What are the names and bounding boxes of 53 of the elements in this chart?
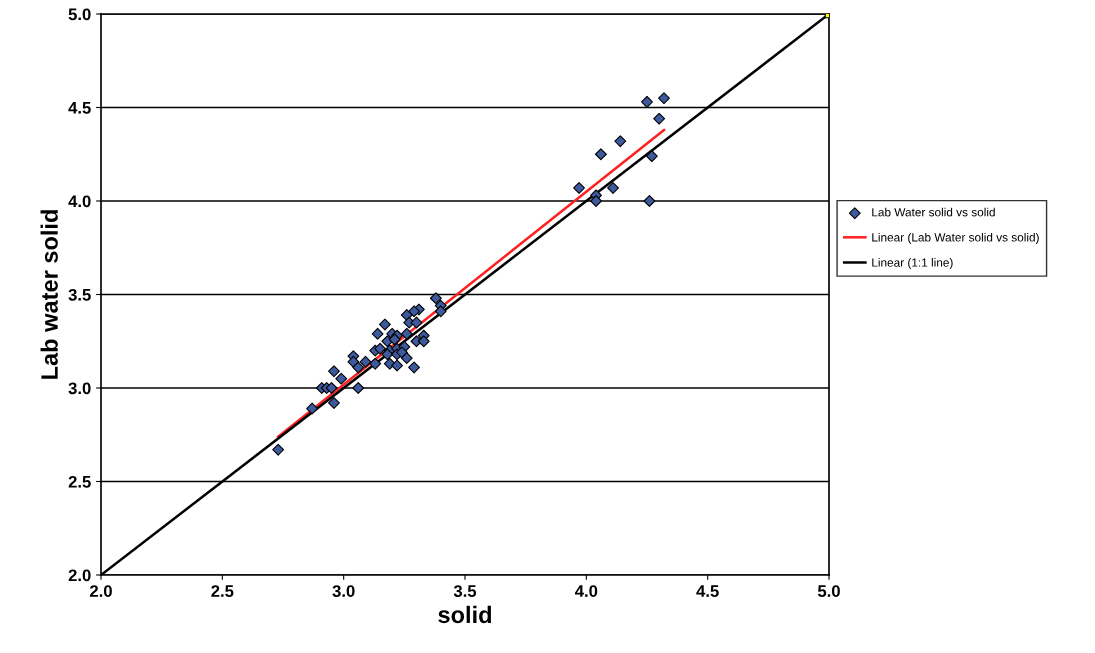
- y-tick-label: 3.0: [68, 382, 91, 395]
- x-tick-label: 3.0: [332, 585, 355, 597]
- point: [400, 352, 413, 365]
- point: [653, 112, 666, 125]
- point: [573, 181, 585, 194]
- point: [658, 92, 670, 105]
- y-tick-label: 4.0: [68, 195, 91, 208]
- y-tick-label: 2.0: [68, 569, 91, 582]
- legend-label: Lab Water solid vs solid: [872, 207, 995, 217]
- legend-label: Linear (Lab Water solid vs solid): [872, 232, 1039, 244]
- point: [408, 305, 420, 318]
- point: [328, 397, 340, 409]
- point: [434, 305, 447, 318]
- point: [374, 342, 387, 355]
- point: [359, 355, 372, 368]
- y-tick-label: 2.5: [68, 475, 91, 488]
- y-tick-label: 4.5: [68, 102, 91, 114]
- point: [388, 333, 401, 346]
- y-tick-label: 3.5: [68, 288, 91, 301]
- x-tick-label: 5.0: [817, 585, 840, 597]
- point: [306, 402, 319, 415]
- point: [381, 348, 394, 361]
- x-axis-title: solid: [438, 605, 491, 624]
- point: [371, 327, 384, 340]
- legend-label: Linear (1:1 line): [872, 258, 953, 270]
- x-tick-label: 2.0: [89, 585, 112, 597]
- x-tick-label: 4.0: [575, 585, 598, 597]
- point: [369, 357, 382, 370]
- point: [378, 318, 391, 331]
- point: [594, 148, 607, 161]
- point: [590, 195, 602, 207]
- point: [352, 361, 365, 374]
- x-tick-label: 3.5: [453, 585, 477, 597]
- point: [408, 361, 420, 374]
- point: [417, 335, 430, 348]
- point: [641, 95, 653, 108]
- y-axis-title: Lab water solid: [40, 210, 58, 379]
- y-tick-label: 5.0: [68, 8, 91, 21]
- point: [429, 292, 442, 305]
- point: [643, 195, 656, 207]
- point: [325, 382, 338, 394]
- point: [335, 372, 348, 385]
- point: [328, 365, 340, 378]
- x-tick-label: 4.5: [696, 585, 719, 597]
- point: [614, 135, 627, 148]
- x-tick-label: 2.5: [211, 585, 234, 597]
- point: [272, 443, 285, 456]
- point: [645, 150, 658, 163]
- point: [391, 359, 403, 372]
- point: [410, 316, 423, 329]
- point: [607, 181, 619, 194]
- point: [352, 382, 365, 394]
- point: [400, 327, 413, 340]
